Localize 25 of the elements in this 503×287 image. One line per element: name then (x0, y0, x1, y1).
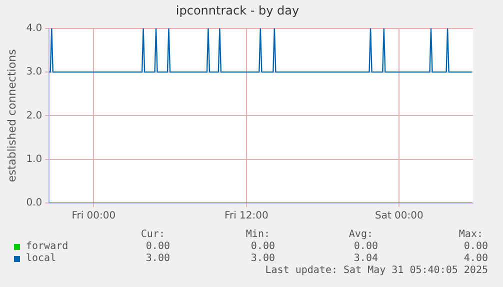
x-tick-label: Fri 12:00 (224, 210, 268, 222)
y-tick-label: 2.0 (26, 110, 42, 122)
text: 4.00 (464, 253, 488, 264)
text: 3.00 (250, 253, 275, 264)
text: 0.00 (146, 241, 170, 252)
y-axis-title: established connections (5, 48, 18, 182)
y-tick-label: 0.0 (26, 198, 42, 209)
text: Cur: (140, 229, 165, 240)
text: 3.04 (354, 253, 378, 264)
legend-label: local (26, 253, 56, 264)
legend-label: forward (26, 241, 68, 252)
chart-title: ipconntrack - by day (176, 3, 300, 18)
text: 0.00 (464, 241, 488, 252)
text: Min: (246, 229, 270, 240)
text: 0.00 (250, 241, 275, 252)
y-tick-label: 4.0 (26, 22, 42, 34)
x-tick-label: Sat 00:00 (374, 210, 424, 222)
text: 0.00 (354, 241, 378, 252)
text: 3.00 (146, 253, 170, 264)
text: Last update: Sat May 31 05:40:05 2025 (265, 265, 488, 276)
text: Avg: (348, 229, 373, 240)
y-tick-label: 3.0 (26, 66, 42, 78)
x-tick-label: Fri 00:00 (72, 210, 116, 222)
y-tick-label: 1.0 (26, 154, 42, 165)
text: Max: (458, 229, 483, 240)
